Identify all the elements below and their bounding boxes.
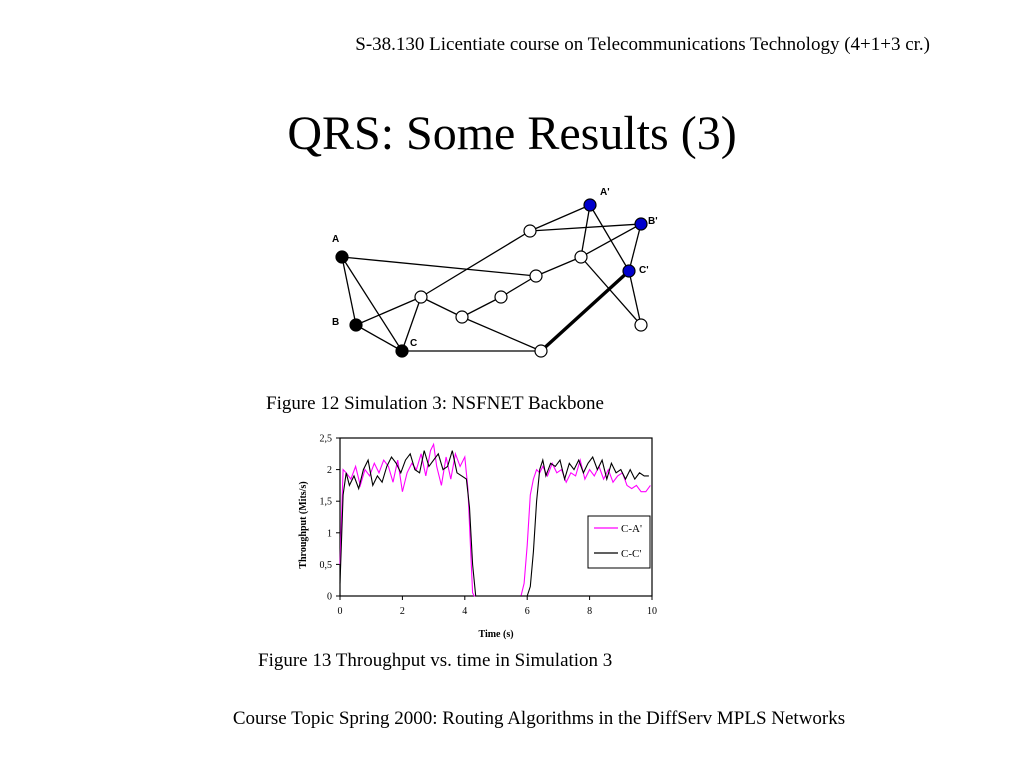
y-tick-label: 2,5	[320, 434, 333, 445]
y-axis-title: Throughput (Mits/s)	[298, 481, 309, 568]
x-tick-label: 2	[400, 606, 405, 617]
link-n1-A2	[529, 204, 591, 232]
link-n7-n2	[580, 256, 642, 326]
node-n2	[574, 250, 588, 264]
link-n2-n3	[535, 256, 582, 277]
link-n2-B2	[580, 223, 642, 258]
node-n7	[634, 318, 648, 332]
chart-legend: C-A' C-C'	[587, 515, 651, 569]
node-c2	[622, 264, 636, 278]
link-B-n4	[355, 296, 422, 326]
network-links	[341, 204, 642, 353]
link-C-n4	[401, 296, 422, 352]
node-b2	[634, 217, 648, 231]
y-tick-label: 0	[327, 592, 332, 603]
node-label-a: A	[332, 234, 339, 245]
node-n3	[529, 269, 543, 283]
link-B2-C2	[628, 223, 642, 272]
node-n1	[523, 224, 537, 238]
figure-12-caption: Figure 12 Simulation 3: NSFNET Backbone	[266, 393, 604, 414]
node-c	[395, 344, 409, 358]
course-header: S-38.130 Licentiate course on Telecommun…	[355, 34, 930, 55]
x-axis-title: Time (s)	[478, 629, 513, 640]
y-tick-label: 1,5	[320, 497, 333, 508]
link-B-C	[355, 324, 403, 352]
x-tick-label: 0	[338, 606, 343, 617]
y-tick-label: 2	[327, 465, 332, 476]
node-label-c: C	[410, 338, 417, 349]
series-line-c-c-prime	[339, 450, 649, 597]
slide-title: QRS: Some Results (3)	[287, 107, 737, 160]
x-tick-label: 8	[587, 606, 592, 617]
network-node-labels: A B C A' B' C'	[332, 187, 658, 349]
legend-box	[587, 515, 651, 569]
node-a2	[583, 198, 597, 212]
link-n4-n1	[420, 230, 531, 298]
node-n8	[534, 344, 548, 358]
link-n6-n4	[420, 296, 463, 318]
throughput-chart: 0 0,5 1 1,5 2 2,5 0 2 4 6 8 10 C-A' C-C' Throughput …	[298, 434, 657, 641]
nsfnet-backbone-diagram: A B C A' B' C'	[332, 187, 658, 358]
figure-13-caption: Figure 13 Throughput vs. time in Simulat…	[258, 650, 613, 671]
node-label-c2: C'	[639, 265, 649, 276]
node-n5	[494, 290, 508, 304]
node-label-b: B	[332, 317, 339, 328]
link-A-C	[341, 256, 403, 352]
legend-label: C-C'	[621, 548, 641, 560]
y-tick-label: 1	[327, 528, 332, 539]
x-tick-label: 10	[647, 606, 657, 617]
link-C2-n7	[628, 270, 642, 326]
highlighted-link	[539, 269, 631, 353]
course-footer: Course Topic Spring 2000: Routing Algori…	[232, 708, 846, 729]
series-line-c-a-prime	[339, 442, 651, 597]
y-tick-label: 0,5	[320, 560, 333, 571]
link-n5-n6	[461, 296, 502, 318]
network-nodes	[335, 198, 648, 358]
link-n6-n8	[461, 316, 542, 352]
node-label-a2: A'	[600, 187, 610, 198]
node-a	[335, 250, 349, 264]
link-A2-n2	[580, 204, 591, 258]
legend-label: C-A'	[621, 523, 642, 535]
link-A-n3	[341, 256, 537, 277]
link-A2-C2	[589, 204, 630, 272]
node-label-b2: B'	[648, 216, 658, 227]
node-n6	[455, 310, 469, 324]
node-n4	[414, 290, 428, 304]
x-tick-label: 6	[525, 606, 530, 617]
link-n3-n5	[500, 275, 537, 298]
node-b	[349, 318, 363, 332]
x-tick-label: 4	[462, 606, 467, 617]
link-A-B	[341, 256, 357, 326]
